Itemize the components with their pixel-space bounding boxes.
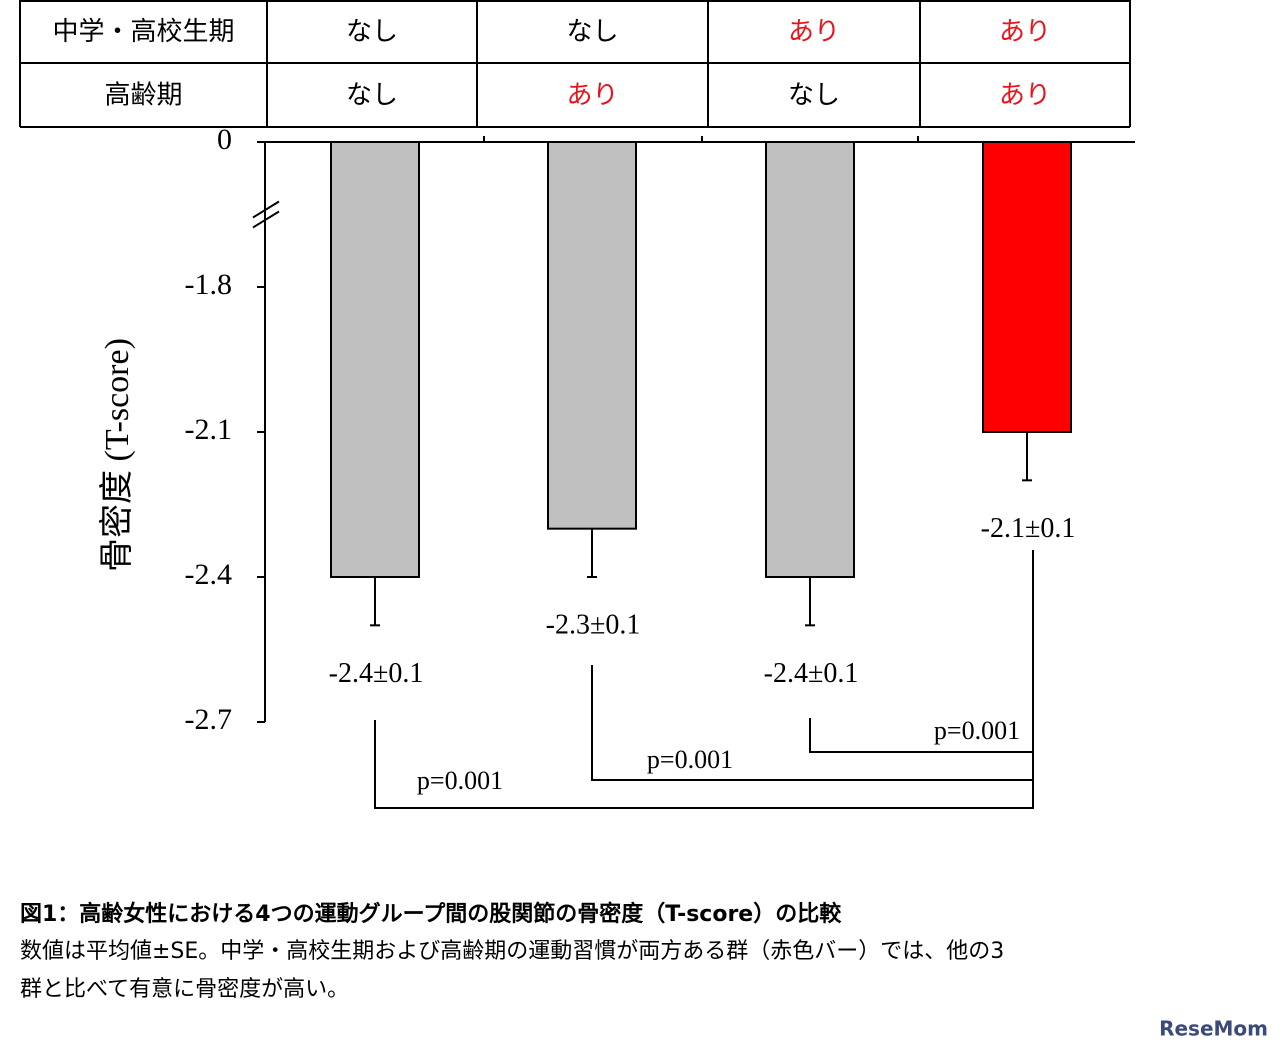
- bracket: [591, 665, 1033, 781]
- value-label: -2.4±0.1: [329, 658, 424, 689]
- table-cell: なし: [566, 17, 618, 47]
- table-cell: 高齢期: [104, 81, 182, 111]
- table-cell: なし: [346, 81, 398, 111]
- y-tick-label: -2.1: [185, 413, 233, 446]
- p-value: p=0.001: [647, 745, 733, 774]
- caption-line: 群と比べて有意に骨密度が高い。: [20, 977, 349, 1002]
- axis-break: [252, 210, 280, 229]
- bar: [765, 141, 855, 578]
- bracket: [809, 718, 1033, 753]
- y-tick-label: -2.4: [185, 558, 233, 591]
- table-cell: あり: [999, 17, 1051, 47]
- value-label: -2.4±0.1: [764, 658, 859, 689]
- caption-title: 図1：高齢女性における4つの運動グループ間の股関節の骨密度（T-score）の比…: [20, 901, 842, 927]
- table-cell: あり: [999, 81, 1051, 111]
- bar: [982, 141, 1072, 433]
- table-cell: 中学・高校生期: [52, 17, 234, 47]
- table-cell: あり: [788, 17, 840, 47]
- bracket: [374, 720, 1033, 809]
- bar: [547, 141, 637, 530]
- p-value: p=0.001: [417, 766, 503, 795]
- value-label: -2.3±0.1: [546, 609, 641, 640]
- y-tick-label: -1.8: [185, 268, 233, 301]
- caption-line: 数値は平均値±SE。中学・高校生期および高齢期の運動習慣が両方ある群（赤色バー）…: [20, 939, 1004, 964]
- y-axis-label: 骨密度 (T-score): [98, 338, 136, 572]
- y-tick-label: 0: [217, 123, 232, 156]
- value-label: -2.1±0.1: [981, 513, 1076, 544]
- axis-break: [252, 200, 280, 219]
- watermark: ReseMom: [1159, 1017, 1268, 1041]
- table-cell: なし: [346, 17, 398, 47]
- bar: [330, 141, 420, 578]
- y-tick-label: -2.7: [185, 703, 233, 736]
- p-value: p=0.001: [934, 716, 1020, 745]
- table-cell: なし: [788, 81, 840, 111]
- table-cell: あり: [566, 81, 618, 111]
